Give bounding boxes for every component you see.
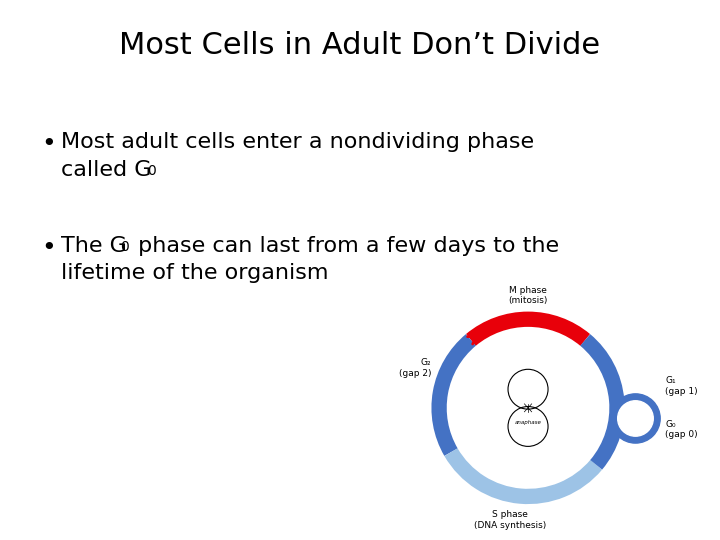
Text: G₁
(gap 1): G₁ (gap 1) [665,376,698,396]
Text: The G: The G [61,235,127,255]
Text: anaphase: anaphase [515,420,541,425]
Text: 0: 0 [148,164,156,178]
Text: Most adult cells enter a nondividing phase: Most adult cells enter a nondividing pha… [61,132,535,152]
Text: •: • [42,235,56,260]
Text: called G: called G [61,160,152,180]
Text: G₂
(gap 2): G₂ (gap 2) [399,358,431,377]
Text: M phase
(mitosis): M phase (mitosis) [508,286,548,306]
Text: S phase
(DNA synthesis): S phase (DNA synthesis) [474,510,546,530]
Text: phase can last from a few days to the: phase can last from a few days to the [131,235,559,255]
Text: 0: 0 [120,240,129,254]
Text: Most Cells in Adult Don’t Divide: Most Cells in Adult Don’t Divide [120,31,600,60]
Text: lifetime of the organism: lifetime of the organism [61,263,329,283]
Circle shape [618,401,653,436]
Circle shape [611,394,660,443]
Text: •: • [42,132,56,156]
Text: G₀
(gap 0): G₀ (gap 0) [665,420,698,439]
